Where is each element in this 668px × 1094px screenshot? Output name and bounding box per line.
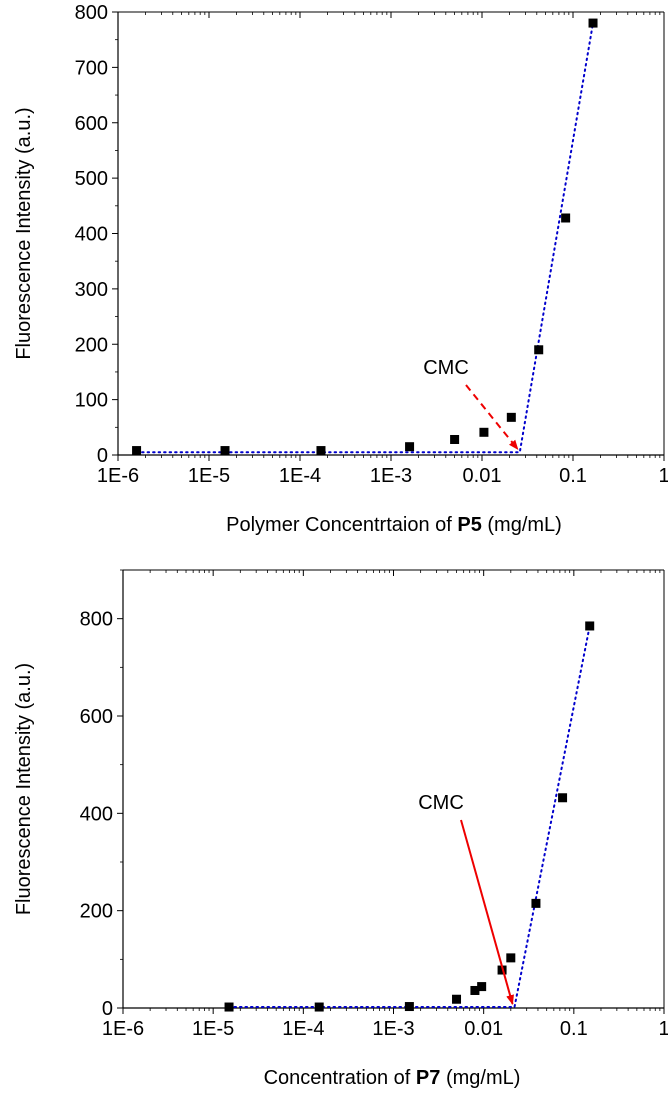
data-point — [558, 793, 568, 803]
data-point — [405, 442, 415, 452]
chart-p5: 1E-6 1E-5 1E-4 1E-3 0.01 0.1 1 0 100 200 300 400 500… — [13, 2, 668, 536]
chart-p7: 1E-6 1E-5 1E-4 1E-3 0.01 0.1 1 0 200 400 600 800 CMC… — [13, 569, 668, 1089]
x-tick-label: 1E-5 — [192, 1018, 234, 1040]
data-point — [534, 345, 544, 355]
cmc-label: CMC — [418, 792, 464, 814]
y-tick-label: 400 — [75, 224, 108, 246]
y-tick-label: 700 — [75, 57, 108, 79]
cmc-arrow — [465, 384, 519, 451]
data-point — [585, 621, 595, 631]
fit-line — [135, 22, 594, 454]
data-point — [506, 953, 516, 963]
data-point — [132, 446, 142, 456]
y-tick-label: 800 — [80, 609, 113, 631]
data-point — [316, 446, 326, 456]
y-tick-label: 800 — [75, 2, 108, 24]
y-tick-label: 600 — [75, 113, 108, 135]
data-point — [452, 994, 462, 1004]
y-tick-label: 200 — [80, 901, 113, 923]
data-point — [450, 434, 460, 444]
y-tick-label: 0 — [97, 445, 108, 467]
data-point — [477, 982, 487, 992]
data-point — [220, 446, 230, 456]
data-point — [479, 427, 489, 437]
x-axis-title-bold: P7 — [416, 1067, 440, 1089]
y-axis-title: Fluorescence Intensity (a.u.) — [13, 663, 35, 915]
x-tick-label: 0.01 — [463, 465, 502, 487]
x-tick-label: 1E-3 — [370, 465, 412, 487]
y-tick-label: 300 — [75, 279, 108, 301]
y-tick-label: 500 — [75, 168, 108, 190]
y-tick-label: 200 — [75, 334, 108, 356]
data-point — [561, 213, 571, 223]
x-axis-title-bold: P5 — [457, 514, 481, 536]
y-tick-label: 100 — [75, 390, 108, 412]
y-axis-title: Fluorescence Intensity (a.u.) — [13, 107, 35, 359]
x-tick-label: 1E-4 — [282, 1018, 324, 1040]
x-tick-label: 1 — [658, 465, 668, 487]
fit-line — [228, 625, 591, 1008]
data-point — [531, 898, 541, 908]
x-axis-title-suffix: (mg/mL) — [482, 514, 562, 536]
x-tick-label: 0.1 — [560, 1018, 588, 1040]
x-axis-title-prefix: Concentration of — [264, 1067, 416, 1089]
data-point — [314, 1002, 324, 1012]
cmc-arrow — [460, 819, 514, 1005]
data-point — [404, 1002, 414, 1012]
data-point — [470, 985, 480, 995]
x-tick-label: 0.1 — [559, 465, 587, 487]
data-point — [588, 18, 598, 28]
x-axis-title: Concentration of P7 (mg/mL) — [264, 1067, 521, 1089]
y-tick-label: 600 — [80, 706, 113, 728]
x-tick-label: 1E-5 — [188, 465, 230, 487]
y-tick-label: 0 — [102, 998, 113, 1020]
x-tick-label: 1 — [658, 1018, 668, 1040]
x-axis-title-prefix: Polymer Concentrtaion of — [226, 514, 457, 536]
x-tick-label: 1E-3 — [372, 1018, 414, 1040]
y-tick-label: 400 — [80, 803, 113, 825]
x-tick-label: 1E-6 — [102, 1018, 144, 1040]
x-tick-label: 1E-4 — [279, 465, 321, 487]
data-point — [224, 1002, 234, 1012]
data-point — [506, 412, 516, 422]
x-axis-title-suffix: (mg/mL) — [440, 1067, 520, 1089]
x-tick-label: 1E-6 — [97, 465, 139, 487]
cmc-label: CMC — [423, 357, 469, 379]
x-axis-title: Polymer Concentrtaion of P5 (mg/mL) — [226, 514, 562, 536]
x-tick-label: 0.01 — [464, 1018, 503, 1040]
